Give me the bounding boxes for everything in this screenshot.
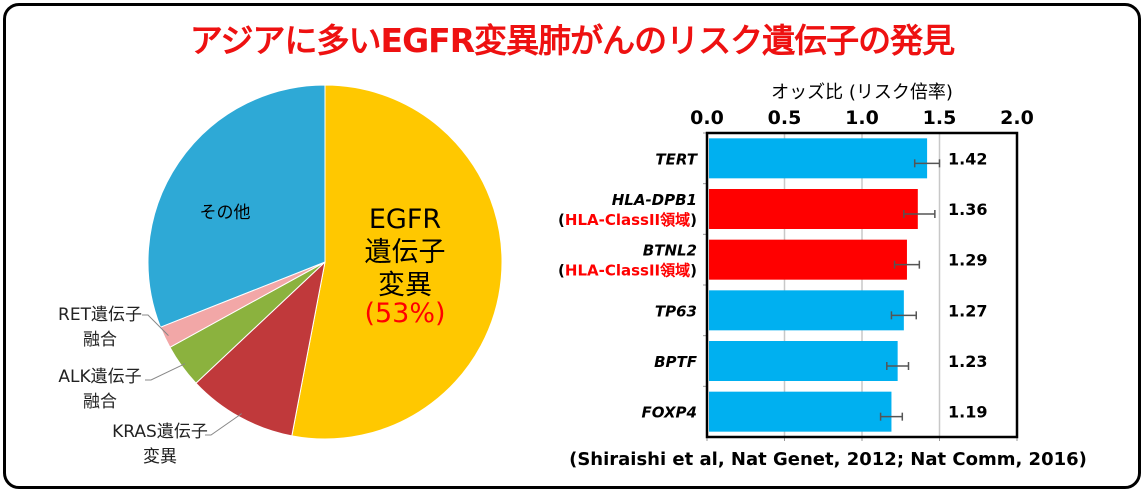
pie-slice xyxy=(195,260,326,437)
data-label: 1.42 xyxy=(948,149,987,168)
x-tick-label: 0.5 xyxy=(768,107,802,129)
category-label: HLA-DPB1 xyxy=(612,191,697,209)
bar xyxy=(709,189,918,229)
category-label: BTNL2 xyxy=(643,242,697,260)
category-sublabel: (HLA-ClassII領域) xyxy=(558,262,697,280)
data-label: 1.36 xyxy=(948,200,987,219)
pie-slice xyxy=(291,84,503,440)
pie-label-outside: 変異 xyxy=(143,447,177,467)
pie-slice xyxy=(147,84,326,328)
pie-label-egfr: EGFR xyxy=(369,204,441,235)
x-tick-label: 0.0 xyxy=(690,107,724,129)
data-label: 1.29 xyxy=(948,251,987,270)
bar xyxy=(709,391,892,432)
category-label: FOXP4 xyxy=(642,404,697,422)
pie-label-egfr: 遺伝子 xyxy=(365,237,446,268)
leader-line xyxy=(142,314,169,337)
bar xyxy=(709,341,898,381)
category-label: TP63 xyxy=(655,302,697,320)
x-axis-title: オッズ比 (リスク倍率) xyxy=(771,82,953,103)
pie-label-other: その他 xyxy=(200,203,251,223)
leader-line xyxy=(145,363,186,381)
pie-percent-egfr: (53%) xyxy=(364,298,445,329)
slide-title: アジアに多いEGFR変異肺がんのリスク遺伝子の発見 xyxy=(189,21,955,60)
data-label: 1.19 xyxy=(948,403,987,422)
category-sublabel: (HLA-ClassII領域) xyxy=(558,211,697,229)
x-tick-label: 2.0 xyxy=(1000,107,1034,129)
citation: (Shiraishi et al, Nat Genet, 2012; Nat C… xyxy=(569,449,1087,470)
bar xyxy=(709,290,904,331)
pie-label-egfr: 変異 xyxy=(378,270,432,301)
pie-label-outside: 融合 xyxy=(83,392,117,412)
data-label: 1.27 xyxy=(948,301,987,320)
leader-line xyxy=(205,413,242,436)
category-label: TERT xyxy=(655,150,698,168)
category-label: BPTF xyxy=(654,353,698,371)
plot-frame xyxy=(705,131,1019,439)
pie-label-outside: 融合 xyxy=(83,330,117,350)
x-tick-label: 1.0 xyxy=(845,107,879,129)
pie-label-outside: ALK遺伝子 xyxy=(58,367,141,387)
bar xyxy=(709,239,907,280)
x-tick-label: 1.5 xyxy=(923,107,957,129)
pie-label-outside: RET遺伝子 xyxy=(58,305,142,325)
bar xyxy=(709,138,928,179)
pie-label-outside: KRAS遺伝子 xyxy=(112,422,208,442)
data-label: 1.23 xyxy=(948,352,987,371)
slide-frame xyxy=(3,3,1141,489)
